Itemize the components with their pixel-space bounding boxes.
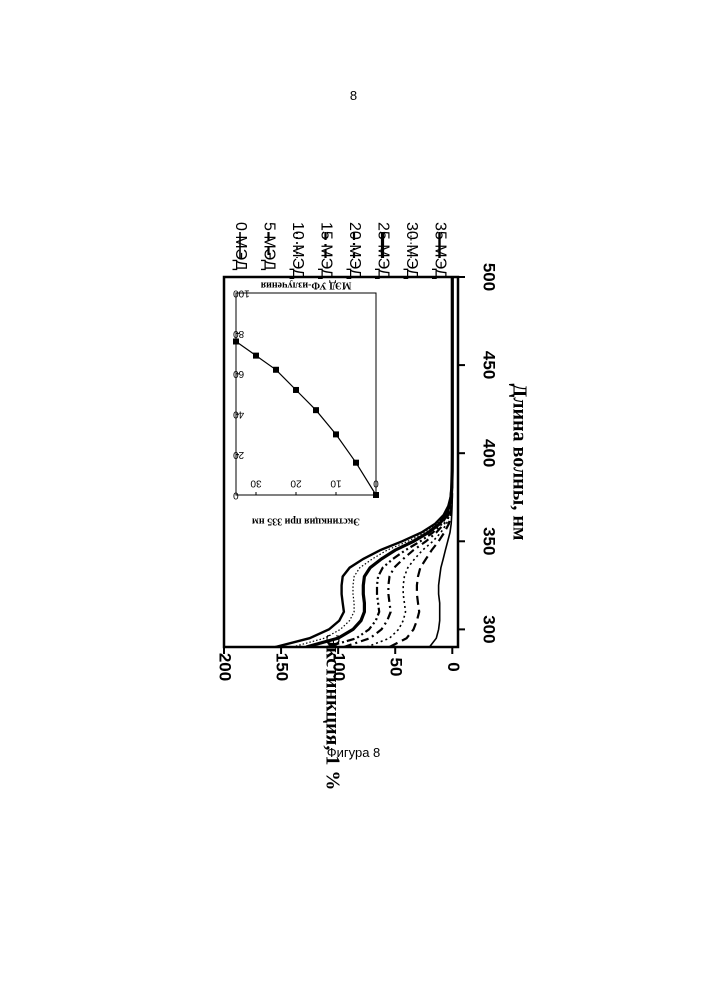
series-line	[367, 277, 453, 647]
x-tick-label: 350	[480, 527, 499, 555]
y-tick-label: 0	[444, 662, 463, 671]
x-tick-label: 450	[480, 351, 499, 379]
x-tick-label: 400	[480, 439, 499, 467]
inset-y-axis-title: Экстинкция при 335 нм	[252, 516, 360, 527]
y-axis-title: Экстинкция, 1 %	[321, 634, 343, 791]
inset-x-tick-label: 30	[250, 477, 262, 488]
series-line	[430, 277, 453, 647]
legend-label: 35 МЭД	[431, 222, 448, 280]
x-tick-label: 500	[480, 263, 499, 291]
y-tick-label: 150	[273, 653, 292, 681]
inset-y-tick-label: 80	[233, 328, 245, 339]
inset-y-tick-label: 40	[233, 409, 245, 420]
legend-label: 15 МЭД	[317, 222, 334, 280]
figure-caption: Фигура 8	[0, 745, 707, 760]
x-axis-title: Длина волны, нм	[508, 384, 530, 541]
legend-label: 25 МЭД	[374, 222, 391, 280]
inset-y-tick-label: 60	[233, 368, 245, 379]
legend-label: 0 МЭД	[232, 222, 249, 271]
inset-marker	[333, 431, 339, 437]
legend-label: 10 МЭД	[289, 222, 306, 280]
inset-marker	[253, 353, 259, 359]
inset-y-tick-label: 100	[233, 287, 250, 298]
inset-marker	[233, 338, 239, 344]
inset-marker	[293, 387, 299, 393]
legend-label: 30 МЭД	[403, 222, 420, 280]
inset-x-tick-label: 0	[373, 477, 379, 488]
inset-marker	[313, 407, 319, 413]
inset-y-tick-label: 20	[233, 449, 245, 460]
y-tick-label: 50	[387, 658, 406, 677]
y-tick-label: 200	[216, 653, 235, 681]
series-line	[390, 277, 453, 647]
inset-marker	[273, 367, 279, 373]
inset-x-tick-label: 10	[330, 477, 342, 488]
x-tick-label: 300	[480, 615, 499, 643]
inset-x-axis-title: МЭД УФ-излучения	[260, 280, 351, 291]
inset-x-tick-label: 20	[290, 477, 302, 488]
legend-label: 5 МЭД	[260, 222, 277, 271]
legend-label: 20 МЭД	[346, 222, 363, 280]
inset-marker	[373, 492, 379, 498]
inset-y-tick-label: 0	[233, 489, 239, 500]
inset-marker	[353, 460, 359, 466]
